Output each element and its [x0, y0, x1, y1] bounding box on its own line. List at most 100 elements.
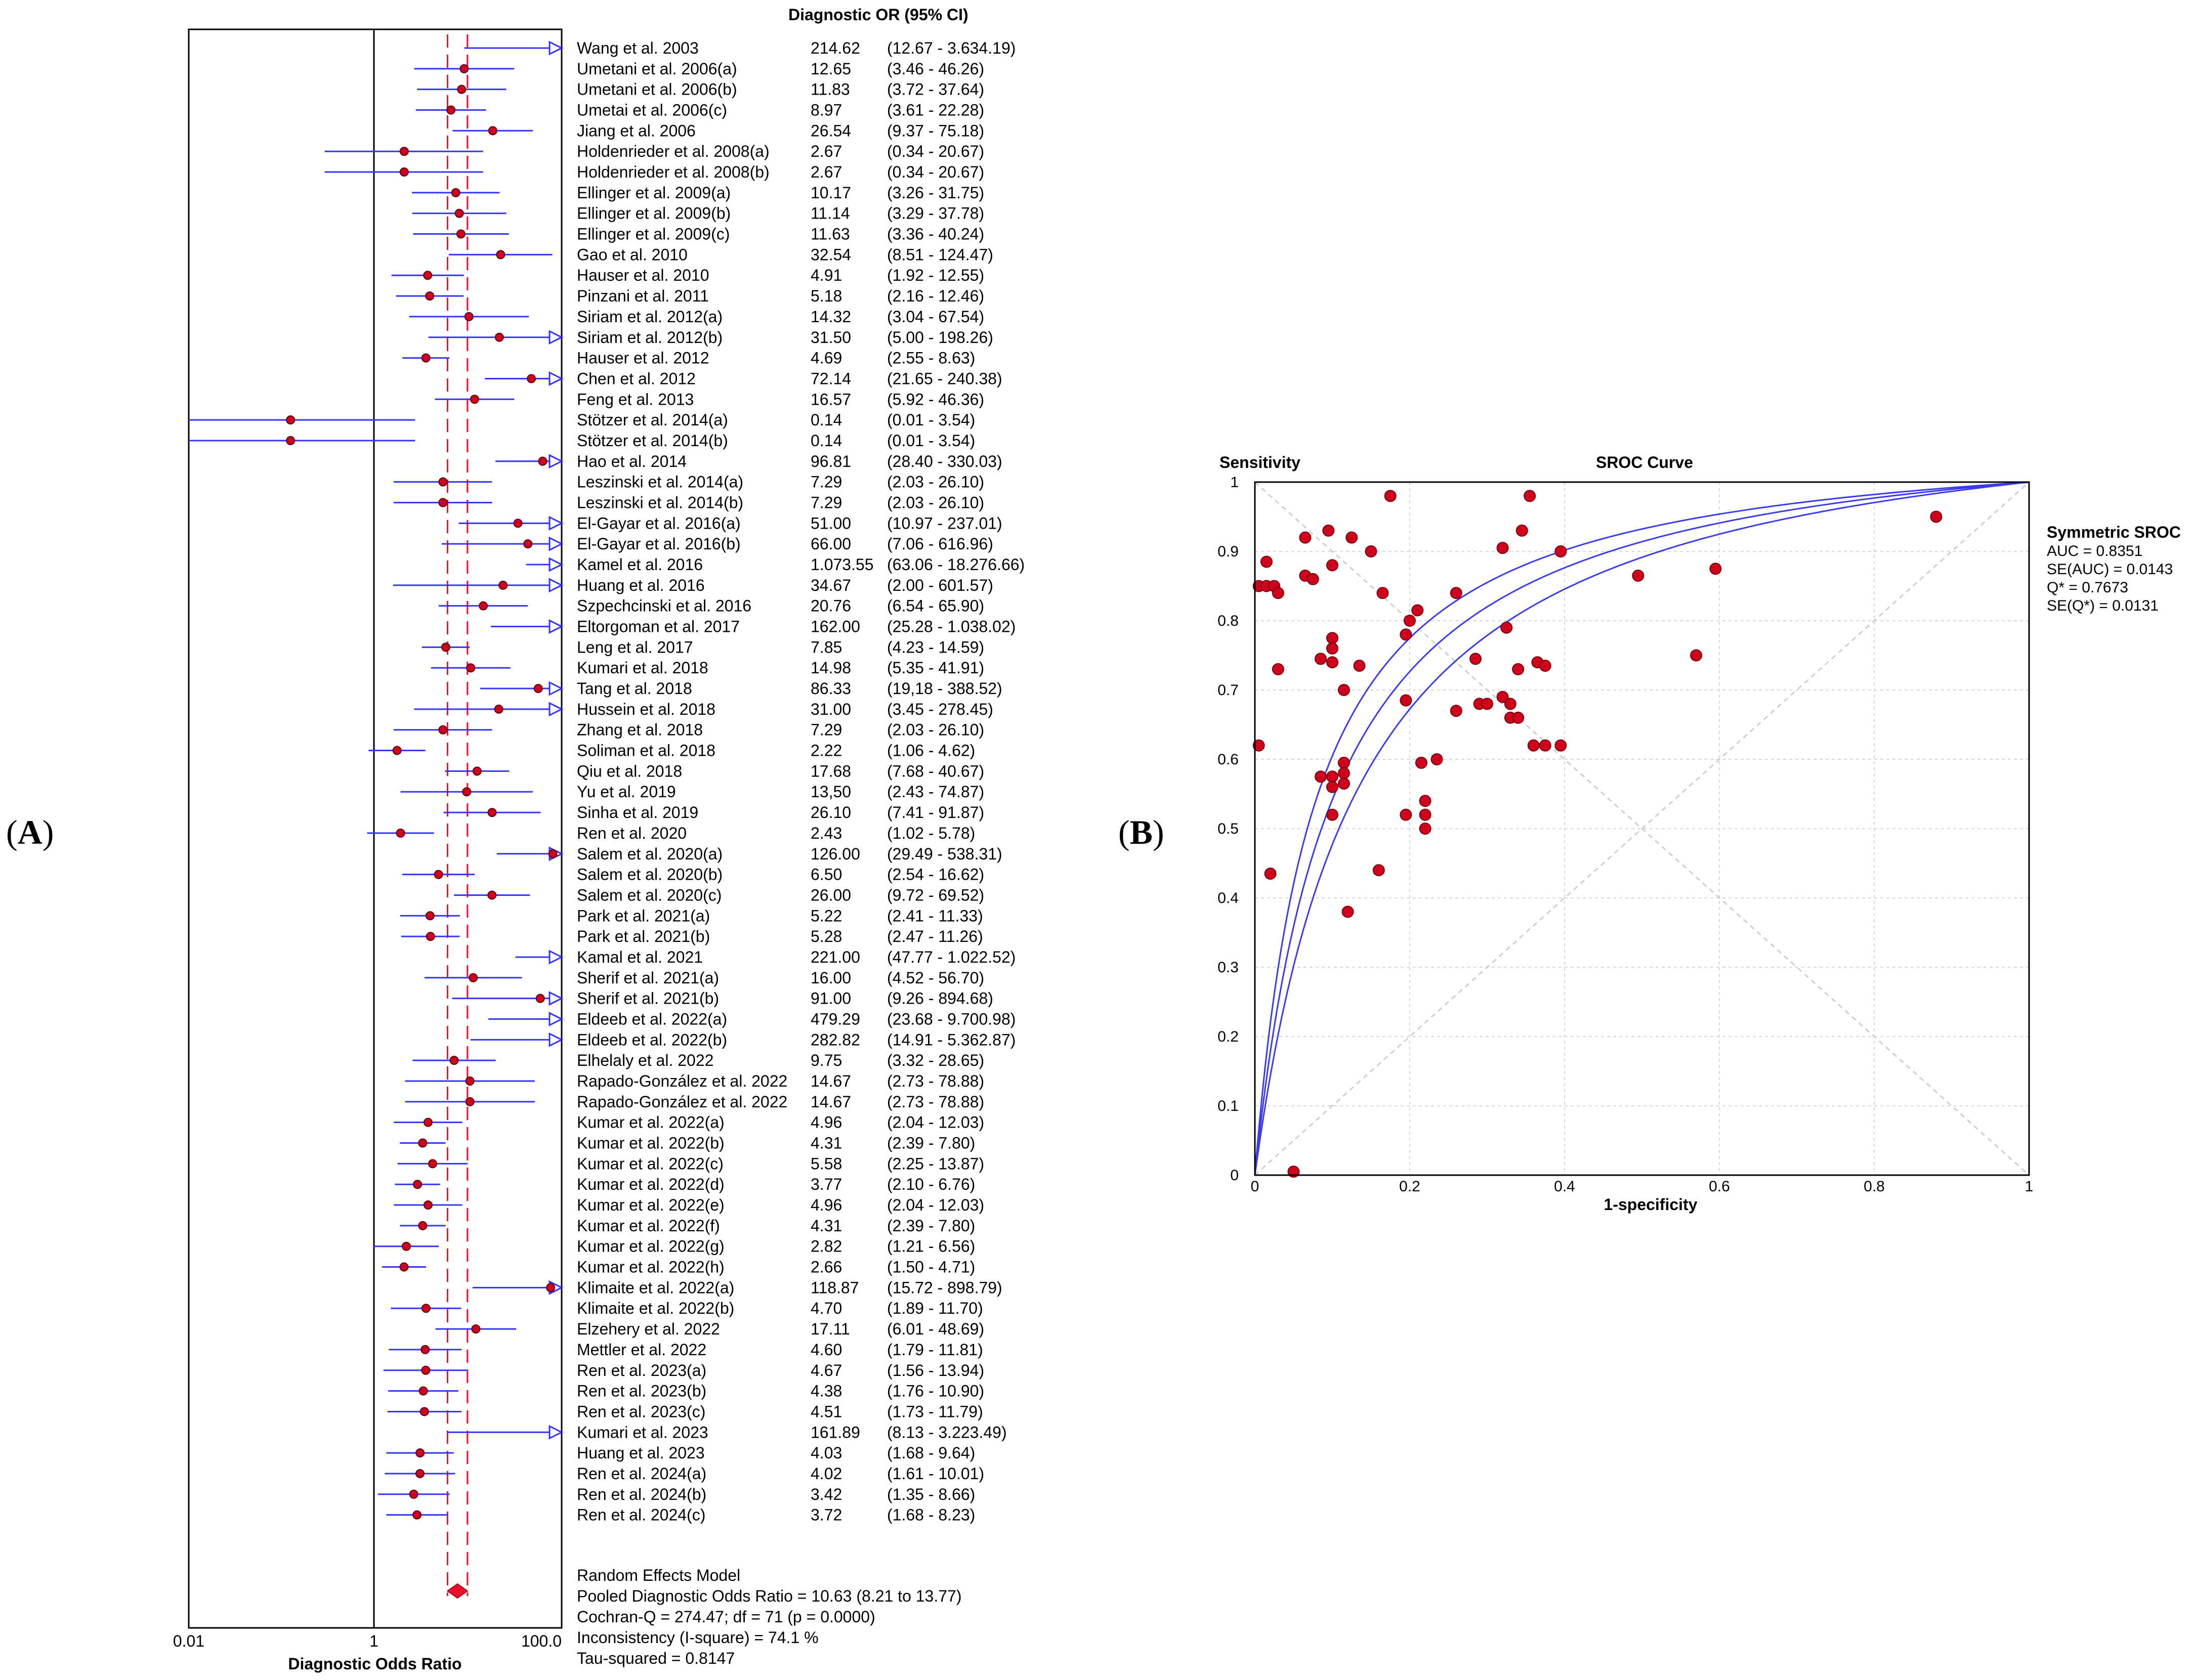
forest-row: Sinha et al. 2019 26.10 (7.41 - 91.87)	[443, 803, 984, 822]
study-or: 0.14	[811, 411, 842, 429]
study-point	[1539, 739, 1551, 752]
forest-row: Kumar et al. 2022(f) 4.31 (2.39 - 7.80)	[400, 1217, 975, 1235]
sroc-curves	[1254, 481, 2030, 1176]
x-tick-label: 0.6	[1709, 1178, 1730, 1195]
study-or: 11.63	[811, 225, 850, 243]
study-or: 32.54	[811, 245, 851, 264]
ci-arrow-right	[549, 371, 564, 386]
forest-tick-2: 100.0	[521, 1632, 562, 1650]
study-or: 14.67	[811, 1093, 851, 1111]
study-ci: (1.02 - 5.78)	[887, 824, 975, 842]
study-point	[548, 849, 558, 858]
study-name: Hao et al. 2014	[577, 452, 687, 470]
study-point	[459, 64, 469, 73]
forest-row: Ren et al. 2023(c) 4.51 (1.73 - 11.79)	[387, 1402, 983, 1420]
study-point	[1326, 656, 1338, 669]
study-name: Huang et al. 2023	[577, 1444, 705, 1462]
study-name: Salem et al. 2020(b)	[577, 866, 723, 884]
study-ci: (15.72 - 898.79)	[887, 1278, 1002, 1297]
study-or: 66.00	[811, 535, 851, 553]
study-or: 2.66	[811, 1258, 842, 1276]
summary-tau: Tau-squared = 0.8147	[577, 1649, 735, 1667]
forest-row: Ren et al. 2023(b) 4.38 (1.76 - 10.90)	[388, 1382, 984, 1400]
study-or: 4.96	[811, 1113, 842, 1132]
study-ci: (9.26 - 894.68)	[887, 989, 993, 1008]
forest-row: Rapado-González et al. 2022 14.67 (2.73 - …	[405, 1093, 984, 1111]
sroc-y-axis-label: Sensitivity	[1219, 453, 1300, 471]
study-ci: (14.91 - 5.362.87)	[887, 1030, 1016, 1049]
study-point	[538, 456, 547, 466]
y-tick-label: 0	[1230, 1167, 1239, 1184]
forest-row: Gao et al. 2010 32.54 (8.51 - 124.47)	[449, 245, 993, 264]
study-ci: (2.43 - 74.87)	[887, 783, 984, 801]
study-ci: (6.54 - 65.90)	[887, 597, 984, 615]
study-name: Sherif et al. 2021(b)	[577, 989, 719, 1008]
forest-row: Siriam et al. 2012(a) 14.32 (3.04 - 67.54)	[409, 308, 984, 326]
study-or: 72.14	[811, 369, 851, 387]
study-ci: (3.46 - 46.26)	[887, 60, 984, 78]
study-point	[487, 808, 497, 817]
study-or: 4.91	[811, 266, 842, 284]
study-name: Kamel et al. 2016	[577, 555, 703, 574]
study-ci: (2.47 - 11.26)	[887, 927, 983, 945]
study-or: 282.82	[811, 1030, 860, 1049]
study-point	[1272, 663, 1284, 675]
forest-x-axis-label: Diagnostic Odds Ratio	[288, 1655, 461, 1673]
study-ci: (47.77 - 1.022.52)	[887, 948, 1016, 966]
study-ci: (4.52 - 56.70)	[887, 969, 984, 987]
study-point	[1419, 795, 1431, 807]
study-point	[1272, 587, 1284, 599]
study-point	[487, 890, 497, 900]
study-point	[1419, 808, 1431, 821]
forest-row: Kumar et al. 2022(c) 5.58 (2.25 - 13.87)	[397, 1154, 984, 1173]
study-ci: (5.35 - 41.91)	[887, 659, 984, 677]
forest-row: Eltorgoman et al. 2017 162.00 (25.28 - 1.0…	[491, 618, 1016, 636]
panel-label-b: (B)	[1118, 813, 1164, 851]
study-ci: (2.41 - 11.33)	[887, 907, 983, 925]
study-name: Kumar et al. 2022(f)	[577, 1217, 720, 1235]
study-point	[533, 684, 543, 694]
sroc-ticks: 0 0.2 0.4 0.6 0.8 1 0 0.1 0.2 0.3 0.4 0.5 0.6 0.7 0.8 0…	[1217, 474, 2033, 1195]
forest-row: Wang et al. 2003 214.62 (12.67 - 3.634.19)	[464, 39, 1016, 57]
study-name: Siriam et al. 2012(a)	[577, 308, 723, 326]
study-name: Chen et al. 2012	[577, 369, 696, 387]
forest-tick-0: 0.01	[173, 1632, 204, 1650]
study-name: El-Gayar et al. 2016(a)	[577, 514, 741, 532]
study-point	[409, 1489, 418, 1499]
study-point	[286, 415, 296, 425]
forest-row: El-Gayar et al. 2016(b) 66.00 (7.06 - 616.…	[441, 535, 993, 553]
study-or: 26.00	[811, 886, 851, 904]
study-point	[1512, 663, 1525, 675]
forest-row: Hauser et al. 2010 4.91 (1.92 - 12.55)	[391, 266, 984, 284]
forest-row: Eldeeb et al. 2022(a) 479.29 (23.68 - 9.70…	[488, 1010, 1016, 1028]
sroc-points	[1252, 490, 1943, 1178]
study-point	[1337, 756, 1350, 769]
study-or: 14.98	[811, 659, 851, 677]
study-or: 3.77	[811, 1175, 842, 1193]
summary-model: Random Effects Model	[577, 1566, 740, 1584]
study-name: Hussein et al. 2018	[577, 700, 715, 718]
study-or: 14.32	[811, 308, 851, 326]
study-or: 214.62	[811, 39, 860, 57]
forest-header: Diagnostic OR (95% CI)	[788, 6, 968, 24]
study-ci: (1.79 - 11.81)	[887, 1341, 983, 1359]
study-ci: (10.97 - 237.01)	[887, 514, 1002, 532]
study-point	[1504, 698, 1516, 710]
study-ci: (5.00 - 198.26)	[887, 328, 993, 347]
study-or: 96.81	[811, 452, 851, 470]
forest-row: Kumari et al. 2018 14.98 (5.35 - 41.91)	[431, 659, 984, 677]
forest-row: Kumar et al. 2022(g) 2.82 (1.21 - 6.56)	[373, 1237, 975, 1256]
study-or: 26.10	[811, 803, 851, 822]
study-ci: (1.92 - 12.55)	[887, 266, 984, 284]
study-name: Holdenrieder et al. 2008(b)	[577, 163, 770, 181]
study-or: 6.50	[811, 866, 842, 884]
forest-row: Klimaite et al. 2022(a) 118.87 (15.72 - 89…	[472, 1278, 1002, 1297]
study-ci: (6.01 - 48.69)	[887, 1320, 984, 1338]
study-or: 2.67	[811, 142, 842, 160]
study-point	[423, 1117, 433, 1127]
study-name: Huang et al. 2016	[577, 576, 705, 594]
study-name: Elhelaly et al. 2022	[577, 1051, 713, 1069]
study-or: 13,50	[811, 783, 851, 801]
study-ci: (2.39 - 7.80)	[887, 1134, 975, 1152]
